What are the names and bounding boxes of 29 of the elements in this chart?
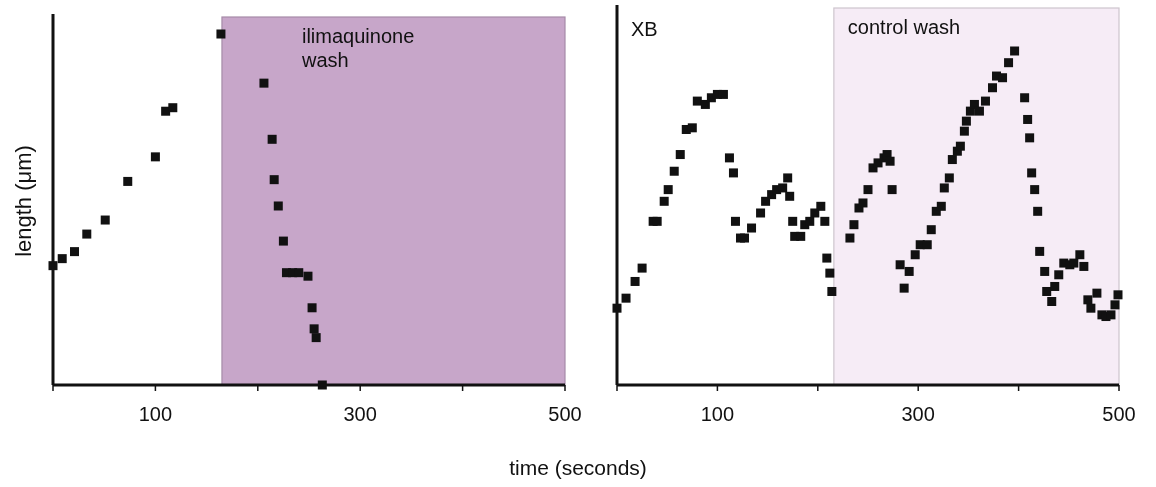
point (269, 175, 279, 185)
point (311, 333, 321, 343)
point (123, 176, 133, 186)
point (273, 201, 283, 211)
point (57, 254, 67, 264)
point (82, 229, 92, 239)
point (303, 271, 313, 281)
point (309, 324, 319, 334)
x-tick-label: 100 (138, 403, 173, 425)
point (267, 134, 277, 144)
x-tick-label: 300 (343, 403, 377, 425)
point (294, 268, 304, 278)
x-tick-label: 500 (548, 403, 582, 425)
point (307, 303, 317, 313)
text: XB (631, 18, 658, 40)
x-tick-label: 500 (1102, 403, 1136, 425)
point (150, 152, 160, 162)
band-label: control wash (847, 16, 961, 38)
band-label: ilimaquinone wash (300, 25, 415, 71)
x-axis-title: time (seconds) (509, 456, 647, 479)
x-tick-label: 100 (700, 403, 735, 425)
point (259, 78, 269, 88)
point (278, 236, 288, 246)
x-tick-label: 300 (901, 403, 935, 425)
point (100, 215, 110, 225)
point (168, 103, 178, 113)
point (70, 247, 79, 257)
point (216, 29, 226, 39)
y-axis-title: length (μm) (11, 145, 36, 257)
